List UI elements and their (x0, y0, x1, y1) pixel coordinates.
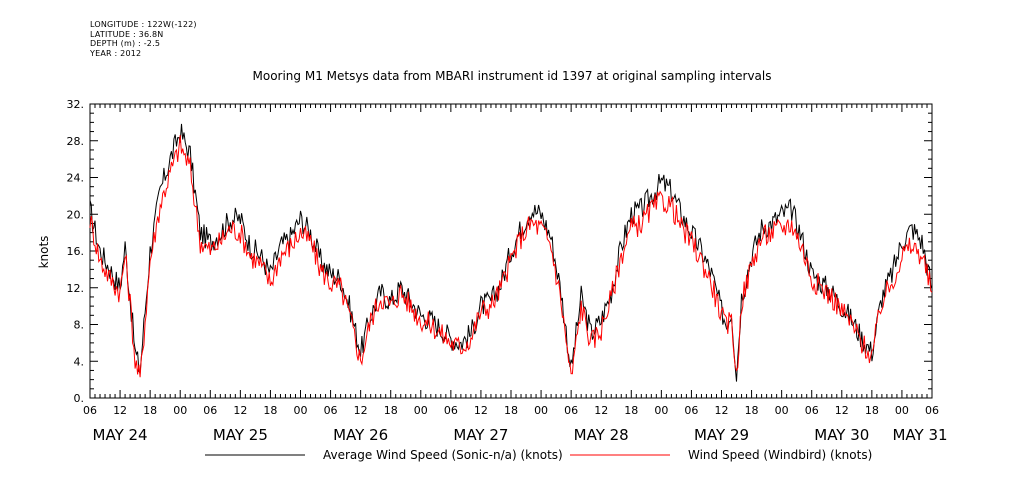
x-tick-label: 00 (895, 404, 909, 417)
x-tick-label: 12 (354, 404, 368, 417)
x-tick-label: 18 (263, 404, 277, 417)
x-tick-label: 12 (715, 404, 729, 417)
x-tick-label: 18 (143, 404, 157, 417)
x-tick-label: 00 (414, 404, 428, 417)
day-label: MAY 29 (694, 426, 749, 444)
day-label: MAY 30 (814, 426, 869, 444)
x-tick-labels: 06 12 18 00 06 12 18 00 06 12 18 00 06 12 18 00 06 12 18 00… (83, 404, 939, 417)
x-tick-label: 12 (113, 404, 127, 417)
axis-ticks (89, 103, 933, 399)
y-tick-label: 12. (67, 282, 85, 295)
x-tick-label: 06 (805, 404, 819, 417)
x-tick-label: 06 (203, 404, 217, 417)
x-tick-label: 06 (444, 404, 458, 417)
legend-label-average-wind-speed: Average Wind Speed (Sonic-n/a) (knots) (323, 448, 563, 462)
series-line-average-wind-speed (89, 123, 933, 382)
x-tick-label: 00 (654, 404, 668, 417)
legend: Average Wind Speed (Sonic-n/a) (knots) W… (205, 448, 872, 462)
x-tick-label: 00 (534, 404, 548, 417)
x-tick-label: 12 (835, 404, 849, 417)
day-label: MAY 31 (892, 426, 947, 444)
x-tick-label: 00 (173, 404, 187, 417)
x-tick-label: 06 (83, 404, 97, 417)
y-tick-labels: 0. 4. 8. 12. 16. 20. 24. 28. 32. (67, 98, 85, 405)
x-tick-label: 12 (233, 404, 247, 417)
x-tick-label: 12 (474, 404, 488, 417)
x-tick-label: 00 (775, 404, 789, 417)
series-lines (89, 123, 933, 382)
year-line: YEAR : 2012 (90, 48, 142, 58)
x-tick-label: 18 (384, 404, 398, 417)
y-axis-label: knots (37, 236, 51, 269)
depth-line: DEPTH (m) : -2.5 (90, 39, 161, 48)
day-labels: MAY 24 MAY 25 MAY 26 MAY 27 MAY 28 MAY 29 MAY … (93, 426, 948, 444)
x-tick-label: 06 (925, 404, 939, 417)
x-tick-label: 06 (324, 404, 338, 417)
x-tick-label: 06 (564, 404, 578, 417)
latitude-line: LATITUDE : 36.8N (90, 29, 164, 39)
day-label: MAY 25 (213, 426, 268, 444)
day-label: MAY 26 (333, 426, 388, 444)
y-tick-label: 8. (74, 319, 85, 332)
dataset-metadata: LONGITUDE : 122W(-122) LATITUDE : 36.8N … (90, 20, 197, 58)
series-line-wind-speed-windbird (89, 135, 933, 378)
day-label: MAY 28 (574, 426, 629, 444)
y-tick-label: 0. (74, 392, 85, 405)
chart-title: Mooring M1 Metsys data from MBARI instru… (253, 69, 772, 83)
x-tick-label: 18 (865, 404, 879, 417)
y-tick-label: 28. (67, 135, 85, 148)
day-label: MAY 24 (93, 426, 148, 444)
day-label: MAY 27 (453, 426, 508, 444)
x-tick-label: 00 (294, 404, 308, 417)
y-tick-label: 16. (67, 245, 85, 258)
x-tick-label: 18 (504, 404, 518, 417)
y-tick-label: 4. (74, 355, 85, 368)
x-tick-label: 18 (624, 404, 638, 417)
y-tick-label: 24. (67, 172, 85, 185)
legend-label-wind-speed-windbird: Wind Speed (Windbird) (knots) (688, 448, 872, 462)
x-tick-label: 06 (684, 404, 698, 417)
longitude-line: LONGITUDE : 122W(-122) (90, 20, 197, 29)
y-tick-label: 32. (67, 98, 85, 111)
plot-frame (89, 103, 933, 399)
x-tick-label: 18 (745, 404, 759, 417)
x-tick-label: 12 (594, 404, 608, 417)
y-tick-label: 20. (67, 208, 85, 221)
